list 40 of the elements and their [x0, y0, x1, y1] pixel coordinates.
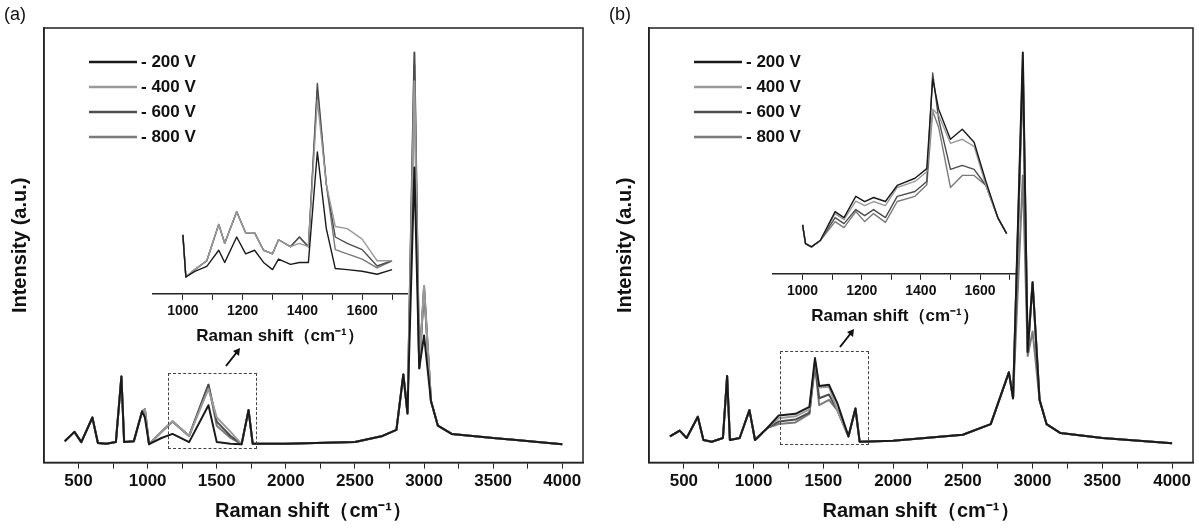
x-tick-label: 1200: [846, 282, 878, 299]
x-tick-label: 1500: [804, 471, 843, 491]
legend-label: - 600 V: [141, 101, 197, 121]
x-tick-label: 1400: [905, 282, 937, 299]
x-tick-label: 1000: [128, 471, 167, 491]
x-axis-title: Raman shift（cm⁻¹）: [196, 326, 364, 346]
x-tick-label: 1000: [787, 282, 819, 299]
x-tick-label: 1600: [964, 282, 996, 299]
x-tick-label: 3000: [1013, 471, 1052, 491]
y-axis-title: Intensity (a.u.): [7, 177, 30, 314]
x-tick-label: 2000: [874, 471, 913, 491]
legend-label: - 800 V: [746, 126, 802, 146]
x-tick-label: 1500: [197, 471, 236, 491]
x-axis-title: Raman shift（cm⁻¹）: [214, 498, 413, 521]
x-tick-label: 2500: [336, 471, 374, 491]
x-axis-title: Raman shift（cm⁻¹）: [822, 498, 1020, 521]
chart-title: (a): [4, 4, 26, 25]
x-axis-title: Raman shift（cm⁻¹）: [811, 306, 979, 326]
x-tick-label: 500: [64, 471, 93, 491]
x-tick-label: 1200: [227, 302, 259, 319]
x-tick-label: 1600: [346, 302, 378, 319]
legend-label: - 400 V: [141, 76, 197, 96]
legend-label: - 600 V: [746, 101, 802, 121]
x-tick-label: 2000: [266, 471, 305, 491]
x-tick-label: 1400: [286, 302, 319, 319]
y-axis-title: Intensity (a.u.): [612, 177, 635, 314]
chart-title: (b): [609, 4, 631, 25]
legend-label: - 200 V: [141, 51, 197, 71]
x-tick-label: 3500: [474, 471, 513, 491]
legend-label: - 800 V: [141, 126, 197, 146]
x-tick-label: 3500: [1083, 471, 1122, 491]
x-tick-label: 4000: [1153, 471, 1191, 491]
x-tick-label: 2500: [943, 471, 982, 491]
x-tick-label: 500: [669, 471, 699, 491]
x-tick-label: 4000: [543, 471, 582, 491]
x-tick-label: 3000: [405, 471, 443, 491]
legend-label: - 200 V: [746, 51, 802, 71]
legend-label: - 400 V: [746, 76, 802, 96]
x-tick-label: 1000: [734, 471, 773, 491]
x-tick-label: 1000: [167, 302, 199, 319]
